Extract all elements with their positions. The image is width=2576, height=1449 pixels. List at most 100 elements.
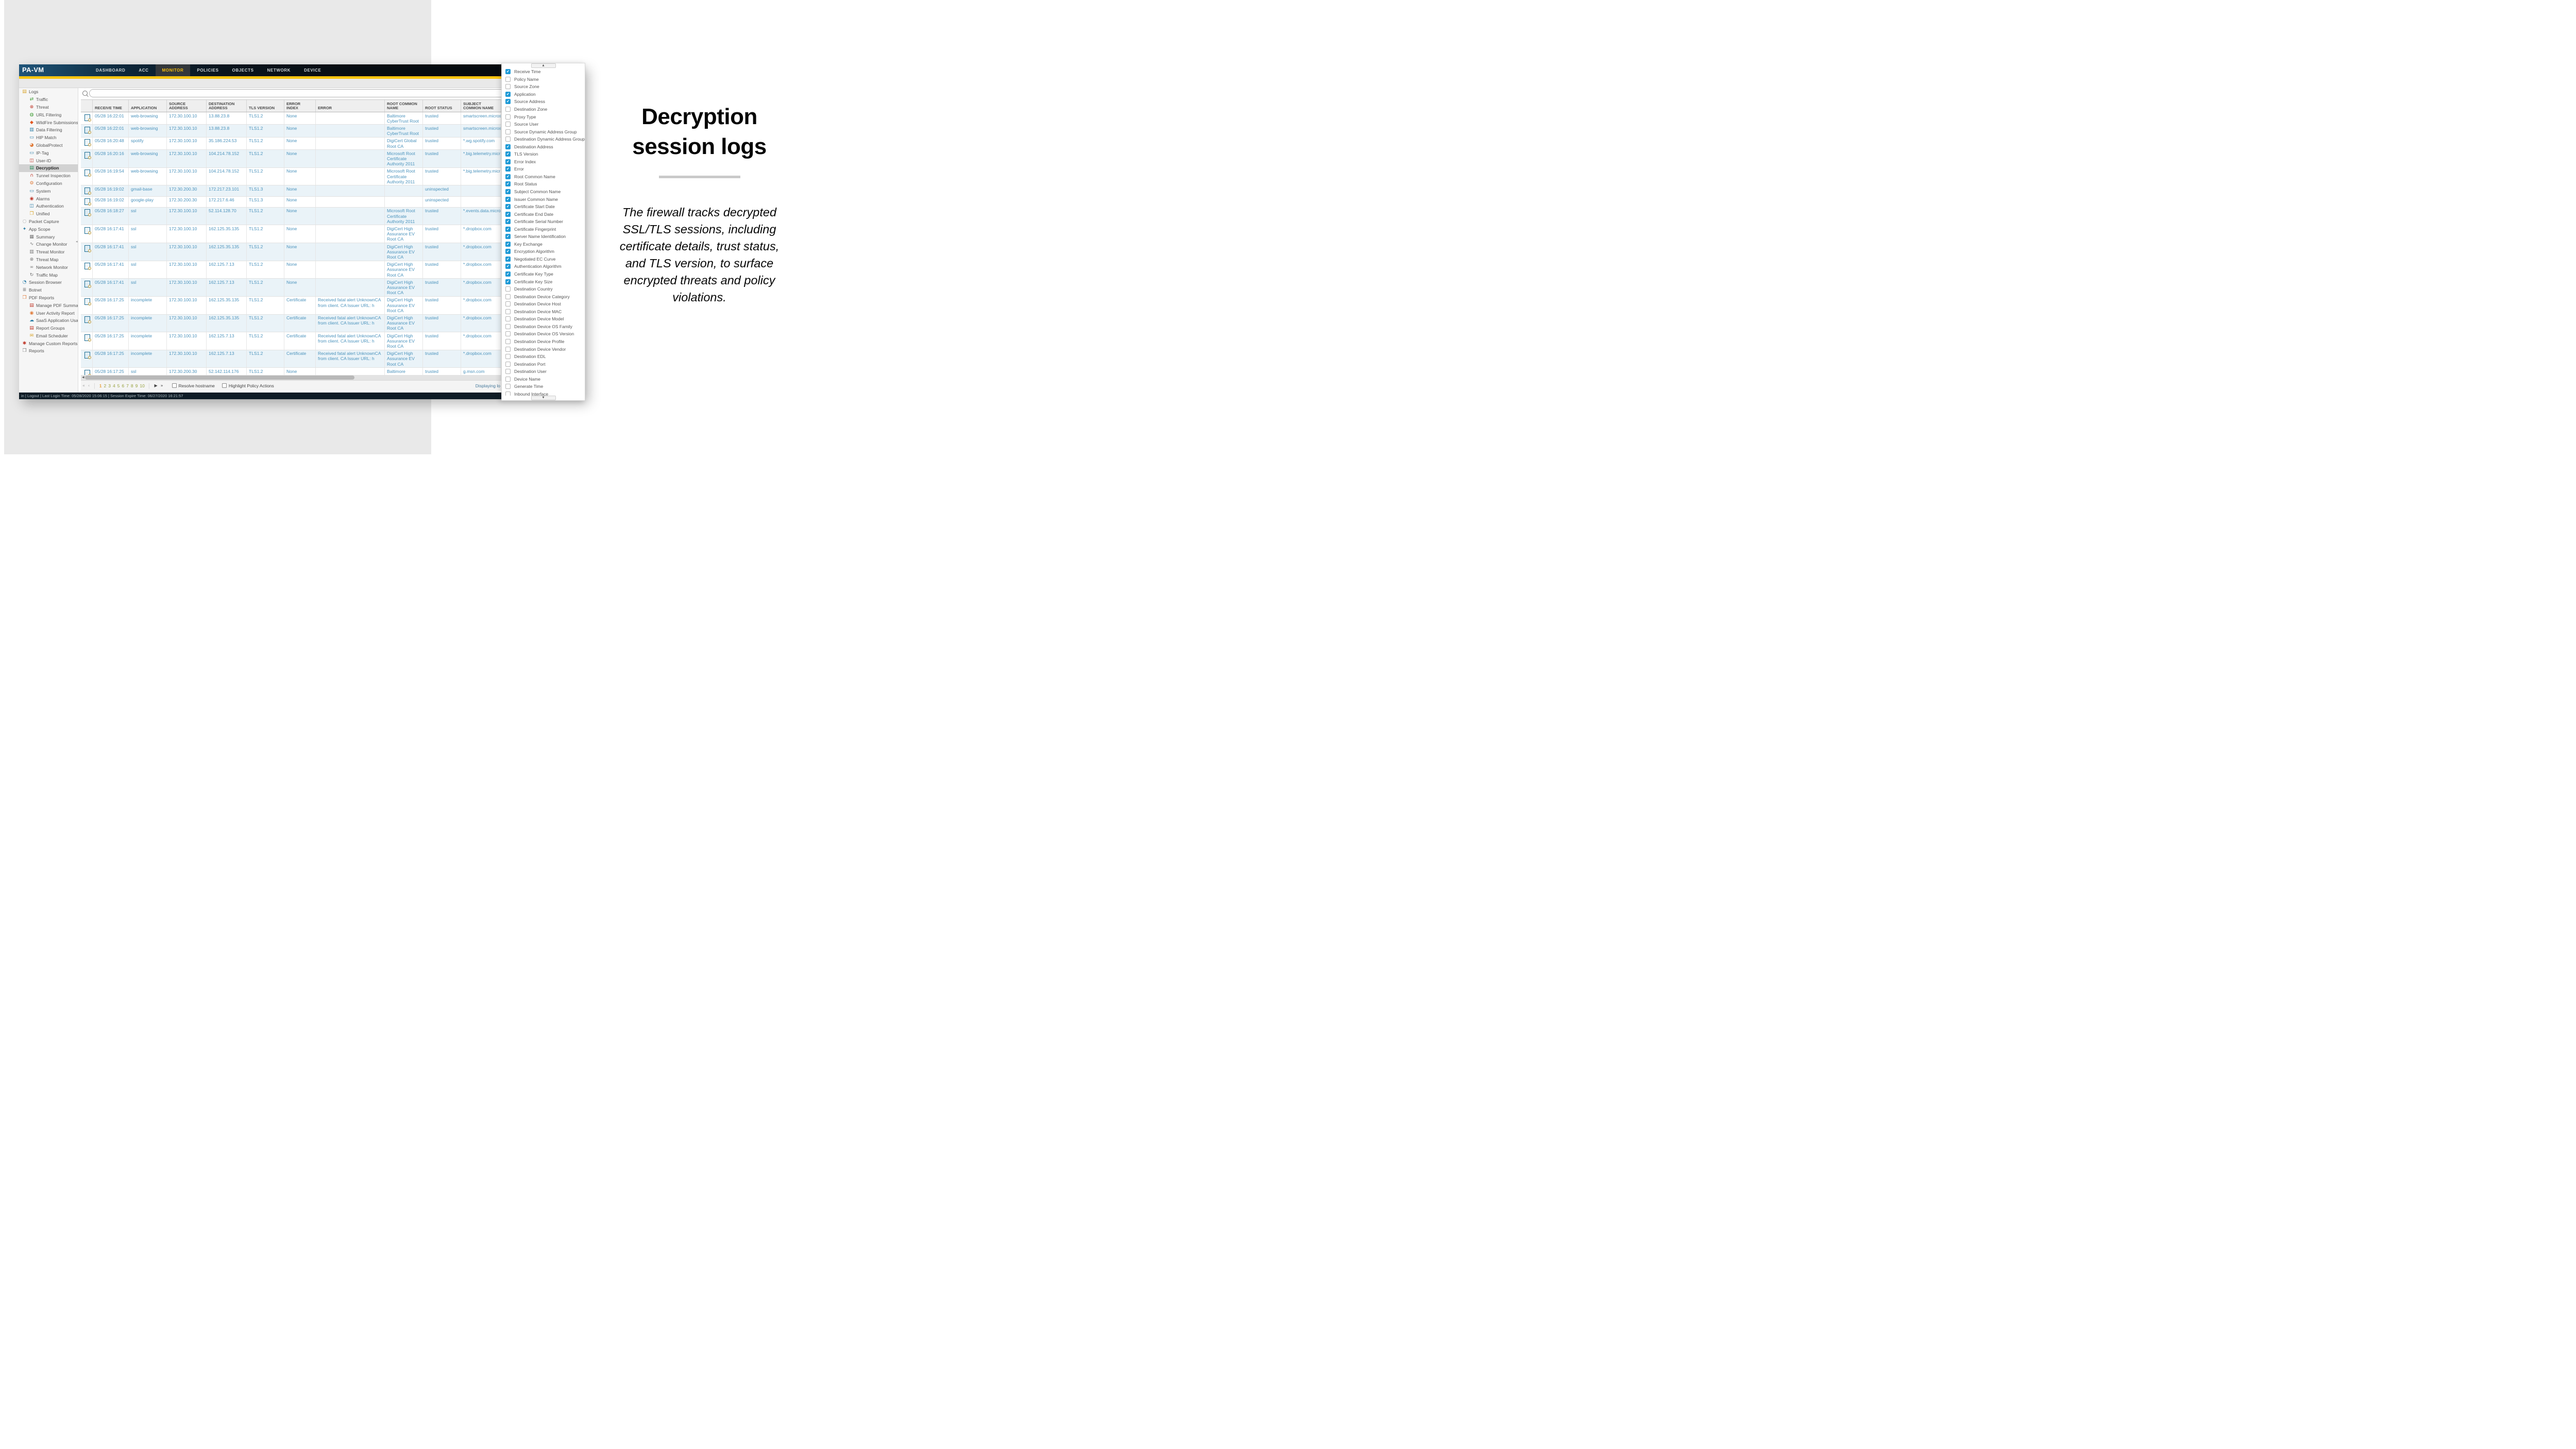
unchecked-checkbox-icon[interactable] — [505, 122, 511, 127]
sidebar-item-user-id[interactable]: ◫ User-ID — [19, 157, 78, 164]
column-header-source-address[interactable]: SOURCE ADDRESS — [167, 100, 207, 112]
unchecked-checkbox-icon[interactable] — [505, 369, 511, 374]
checked-checkbox-icon[interactable]: ✔ — [505, 204, 511, 210]
column-option-destination-device-os-version[interactable]: Destination Device OS Version — [502, 330, 585, 338]
next-page-icon[interactable]: ▶ — [154, 383, 158, 388]
column-option-error[interactable]: ✔ Error — [502, 165, 585, 173]
unchecked-checkbox-icon[interactable] — [505, 338, 511, 344]
column-option-server-name-identification[interactable]: ✔ Server Name Identification — [502, 233, 585, 241]
page-6[interactable]: 6 — [122, 383, 125, 388]
log-filter-input[interactable] — [89, 89, 506, 97]
column-option-destination-device-vendor[interactable]: Destination Device Vendor — [502, 345, 585, 353]
resolve-hostname-checkbox[interactable] — [172, 383, 177, 388]
log-detail-icon[interactable] — [84, 198, 91, 206]
checked-checkbox-icon[interactable]: ✔ — [505, 181, 511, 187]
nav-tab-acc[interactable]: ACC — [139, 68, 149, 73]
sidebar-item-alarms[interactable]: ◉ Alarms — [19, 195, 78, 202]
column-option-destination-device-host[interactable]: Destination Device Host — [502, 300, 585, 308]
column-option-negotiated-ec-curve[interactable]: ✔ Negotiated EC Curve — [502, 255, 585, 263]
sidebar-item-authentication[interactable]: ◫ Authentication — [19, 202, 78, 210]
sidebar-item-threat[interactable]: ⊗ Threat — [19, 104, 78, 111]
nav-tab-network[interactable]: NETWORK — [267, 68, 291, 73]
log-detail-icon[interactable] — [84, 352, 91, 360]
page-1[interactable]: 1 — [99, 383, 102, 388]
column-option-encryption-algorithm[interactable]: ✔ Encryption Algorithm — [502, 248, 585, 255]
sidebar-collapse-icon[interactable]: ◂ — [76, 240, 78, 244]
table-row[interactable]: 05/28 16:17:41 ssl 172.30.100.10 162.125.7.… — [81, 261, 501, 279]
column-option-certificate-key-type[interactable]: ✔ Certificate Key Type — [502, 270, 585, 278]
nav-tab-device[interactable]: DEVICE — [304, 68, 321, 73]
unchecked-checkbox-icon[interactable] — [505, 114, 511, 120]
column-option-destination-dynamic-address-group[interactable]: Destination Dynamic Address Group — [502, 135, 585, 143]
checked-checkbox-icon[interactable]: ✔ — [505, 256, 511, 262]
table-row[interactable]: 05/28 16:20:48 spotify 172.30.100.10 35.186… — [81, 137, 501, 150]
sidebar-item-packet-capture[interactable]: ◌ Packet Capture — [19, 218, 78, 226]
sidebar-item-manage-pdf-summary[interactable]: ▤ Manage PDF Summary — [19, 301, 78, 309]
sidebar-item-botnet[interactable]: ≣ Botnet — [19, 286, 78, 294]
column-header-root-common-name[interactable]: ROOT COMMON NAME — [385, 100, 423, 112]
log-detail-icon[interactable] — [84, 369, 91, 375]
page-9[interactable]: 9 — [135, 383, 138, 388]
checked-checkbox-icon[interactable]: ✔ — [505, 174, 511, 179]
column-header-tls-version[interactable]: TLS VERSION — [247, 100, 284, 112]
table-row[interactable]: 05/28 16:17:25 incomplete 172.30.100.10 162… — [81, 350, 501, 368]
sidebar-item-system[interactable]: ▭ System — [19, 187, 78, 195]
unchecked-checkbox-icon[interactable] — [505, 376, 511, 382]
sidebar-item-wildfire-submissions[interactable]: ◆ WildFire Submissions — [19, 118, 78, 126]
log-detail-icon[interactable] — [84, 169, 91, 177]
log-detail-icon[interactable] — [84, 209, 91, 217]
unchecked-checkbox-icon[interactable] — [505, 323, 511, 329]
page-2[interactable]: 2 — [104, 383, 107, 388]
page-7[interactable]: 7 — [126, 383, 129, 388]
log-detail-icon[interactable] — [84, 245, 91, 252]
unchecked-checkbox-icon[interactable] — [505, 316, 511, 322]
log-detail-icon[interactable] — [84, 151, 91, 159]
column-option-destination-device-model[interactable]: Destination Device Model — [502, 315, 585, 323]
sidebar-item-manage-custom-reports[interactable]: ✱ Manage Custom Reports — [19, 339, 78, 347]
sidebar-item-traffic[interactable]: ⇄ Traffic — [19, 96, 78, 104]
unchecked-checkbox-icon[interactable] — [505, 129, 511, 134]
last-page-icon[interactable]: » — [160, 383, 163, 388]
log-detail-icon[interactable] — [84, 139, 91, 147]
column-option-generate-time[interactable]: Generate Time — [502, 383, 585, 390]
unchecked-checkbox-icon[interactable] — [505, 391, 511, 396]
nav-tab-objects[interactable]: OBJECTS — [232, 68, 254, 73]
sidebar-item-threat-monitor[interactable]: ▥ Threat Monitor — [19, 248, 78, 256]
sidebar-item-pdf-reports[interactable]: ❒ PDF Reports — [19, 294, 78, 302]
sidebar-item-saas-application-usage[interactable]: ☁SaaS Application Usage — [19, 317, 78, 325]
sidebar-item-reports[interactable]: ❒ Reports — [19, 347, 78, 355]
checked-checkbox-icon[interactable]: ✔ — [505, 159, 511, 164]
table-row[interactable]: 05/28 16:22:01 web-browsing 172.30.100.10 1… — [81, 112, 501, 125]
checked-checkbox-icon[interactable]: ✔ — [505, 91, 511, 97]
table-row[interactable]: 05/28 16:17:25 incomplete 172.30.100.10 162… — [81, 314, 501, 333]
unchecked-checkbox-icon[interactable] — [505, 84, 511, 90]
checked-checkbox-icon[interactable]: ✔ — [505, 166, 511, 172]
sidebar-item-logs[interactable]: ▤ Logs — [19, 88, 78, 96]
column-option-certificate-key-size[interactable]: ✔ Certificate Key Size — [502, 278, 585, 285]
page-4[interactable]: 4 — [112, 383, 115, 388]
sidebar-item-report-groups[interactable]: ▤ Report Groups — [19, 325, 78, 332]
prev-page-icon[interactable]: ‹ — [88, 383, 90, 388]
table-row[interactable]: 05/28 16:19:54 web-browsing 172.30.100.10 1… — [81, 167, 501, 186]
log-detail-icon[interactable] — [84, 227, 91, 234]
sidebar-item-threat-map[interactable]: ⊗ Threat Map — [19, 256, 78, 264]
unchecked-checkbox-icon[interactable] — [505, 384, 511, 389]
checked-checkbox-icon[interactable]: ✔ — [505, 69, 511, 75]
unchecked-checkbox-icon[interactable] — [505, 309, 511, 314]
unchecked-checkbox-icon[interactable] — [505, 354, 511, 360]
table-row[interactable]: 05/28 16:17:25 ssl 172.30.200.30 52.142.114… — [81, 368, 501, 375]
scroll-down-icon[interactable]: ▼ — [531, 396, 556, 400]
sidebar-item-network-monitor[interactable]: ∞ Network Monitor — [19, 263, 78, 271]
column-option-destination-port[interactable]: Destination Port — [502, 360, 585, 368]
unchecked-checkbox-icon[interactable] — [505, 107, 511, 112]
sidebar-item-unified[interactable]: ❐ Unified — [19, 210, 78, 218]
column-option-source-address[interactable]: ✔ Source Address — [502, 98, 585, 106]
column-option-certificate-fingerprint[interactable]: ✔ Certificate Fingerprint — [502, 225, 585, 233]
highlight-policy-actions-checkbox[interactable] — [222, 383, 227, 388]
sidebar-item-session-browser[interactable]: ◔ Session Browser — [19, 279, 78, 286]
checked-checkbox-icon[interactable]: ✔ — [505, 196, 511, 202]
table-row[interactable]: 05/28 16:17:25 incomplete 172.30.100.10 162… — [81, 332, 501, 350]
column-option-destination-edl[interactable]: Destination EDL — [502, 353, 585, 361]
column-option-certificate-serial-number[interactable]: ✔ Certificate Serial Number — [502, 218, 585, 226]
log-detail-icon[interactable] — [84, 334, 91, 342]
